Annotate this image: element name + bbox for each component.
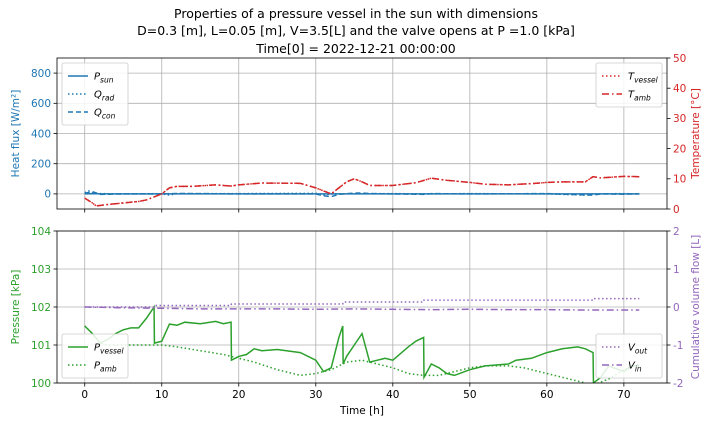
legend-label-p-amb: Pamb xyxy=(94,361,117,374)
legend-lower-right: Vout Vin xyxy=(595,333,663,379)
y-left-tick-label: 101 xyxy=(31,340,51,352)
legend-box xyxy=(595,333,663,379)
y-left-tick-label: 0 xyxy=(44,189,51,201)
x-tick-label: 30 xyxy=(309,389,322,401)
y-right-tick-label: 0 xyxy=(673,302,680,314)
y-left-tick-label: 200 xyxy=(31,159,51,171)
legend-label-q-con: Qcon xyxy=(94,108,116,121)
y-right-tick-label: -1 xyxy=(673,340,683,352)
y-left-tick-label: 102 xyxy=(31,302,51,314)
y-left-tick-label: 104 xyxy=(31,226,51,238)
title-line-1: Properties of a pressure vessel in the s… xyxy=(174,6,538,21)
series-line-t-vessel xyxy=(84,175,640,207)
y-left-tick-label: 103 xyxy=(31,264,51,276)
legend-label-t-vessel: Tvessel xyxy=(628,72,659,85)
y-right-tick-label: 2 xyxy=(673,226,680,238)
legend-label-t-amb: Tamb xyxy=(628,90,651,103)
x-tick-label: 70 xyxy=(617,389,630,401)
legend-box xyxy=(595,62,663,108)
series-line-p-amb xyxy=(84,325,640,383)
y-right-axis-label: Cumulative volume flow [L] xyxy=(690,235,702,380)
x-tick-label: 0 xyxy=(81,389,88,401)
series-line-v-out xyxy=(84,297,640,308)
top-panel: 0 200 400 600 800 0 10 20 30 40 50 Heat flux [W/m²]… xyxy=(10,53,702,216)
y-left-tick-label: 600 xyxy=(31,98,51,110)
y-left-tick-label: 800 xyxy=(31,68,51,80)
legend-lower-left: Pvessel Pamb xyxy=(61,333,129,379)
y-right-tick-label: 50 xyxy=(673,53,686,65)
legend-label-v-out: Vout xyxy=(628,343,648,356)
y-left-tick-label: 400 xyxy=(31,128,51,140)
series-line-v-in xyxy=(84,306,640,311)
legend-label-p-vessel: Pvessel xyxy=(94,343,125,356)
title-line-3: Time[0] = 2022-12-21 00:00:00 xyxy=(255,41,456,56)
y-left-axis-label: Heat flux [W/m²] xyxy=(10,90,22,178)
legend-upper-left: Psun Qrad Qcon xyxy=(61,62,129,126)
legend-label-v-in: Vin xyxy=(628,361,642,374)
y-left-axis-label: Pressure [kPa] xyxy=(10,270,22,345)
x-tick-label: 10 xyxy=(155,389,168,401)
legend-box xyxy=(61,62,129,126)
x-tick-label: 40 xyxy=(386,389,399,401)
x-tick-label: 20 xyxy=(232,389,245,401)
y-right-tick-label: 0 xyxy=(673,204,680,216)
legend-upper-right: Tvessel Tamb xyxy=(595,62,663,108)
series-line-t-amb xyxy=(84,175,640,207)
legend-box xyxy=(61,333,129,379)
series-line-p-vessel xyxy=(84,304,640,383)
y-left-tick-label: 100 xyxy=(31,378,51,390)
x-tick-label: 60 xyxy=(540,389,553,401)
y-right-tick-label: 30 xyxy=(673,113,686,125)
y-right-tick-label: 40 xyxy=(673,83,686,95)
y-right-tick-label: 10 xyxy=(673,174,686,186)
y-right-tick-label: 1 xyxy=(673,264,680,276)
x-tick-label: 50 xyxy=(463,389,476,401)
bottom-panel: 0 10 20 30 40 50 60 70 100 101 102 103 104 -2 -1 0 1 2 Pre… xyxy=(10,226,702,417)
legend-label-p-sun: Psun xyxy=(94,72,114,85)
y-right-axis-label: Temperature [°C] xyxy=(690,88,702,180)
legend-label-q-rad: Qrad xyxy=(94,90,115,103)
y-right-tick-label: 20 xyxy=(673,143,686,155)
title-line-2: D=0.3 [m], L=0.05 [m], V=3.5[L] and the … xyxy=(137,23,575,38)
y-right-tick-label: -2 xyxy=(673,378,683,390)
series-line-q-con xyxy=(84,190,640,198)
x-axis-label: Time [h] xyxy=(339,405,384,417)
